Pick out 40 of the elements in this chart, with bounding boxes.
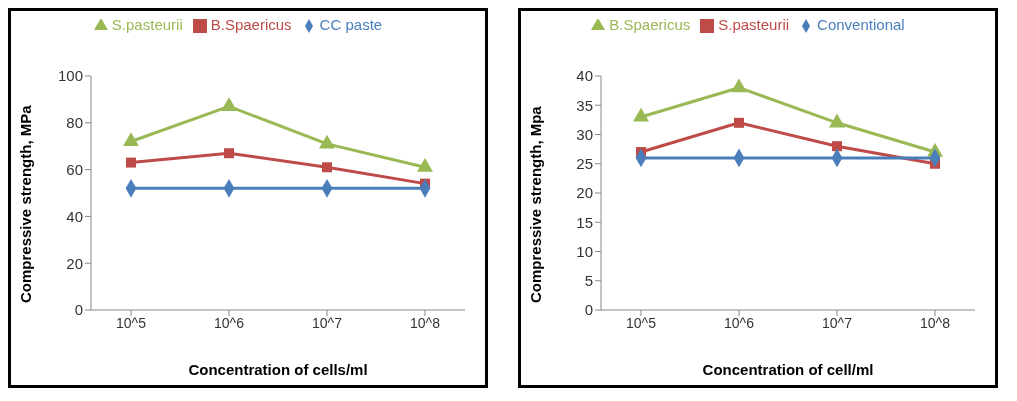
x-axis-title: Concentration of cells/ml bbox=[188, 361, 368, 378]
x-tick-label: 10^7 bbox=[312, 314, 343, 331]
y-tick-label: 15 bbox=[576, 213, 593, 231]
y-tick-label: 100 bbox=[57, 67, 83, 85]
y-tick-label: 10 bbox=[576, 242, 593, 260]
y-axis-title: Compressive strength, Mpa bbox=[527, 105, 545, 303]
legend-label: S.pasteurii bbox=[111, 16, 183, 33]
x-tick-label: 10^6 bbox=[724, 314, 755, 331]
point bbox=[322, 162, 332, 173]
point bbox=[319, 134, 335, 149]
y-tick-label: 0 bbox=[74, 301, 83, 319]
x-tick-label: 10^7 bbox=[822, 314, 853, 331]
y-tick-label: 80 bbox=[66, 114, 83, 132]
y-tick-label: 5 bbox=[584, 272, 593, 290]
point bbox=[221, 97, 237, 112]
legend-label: B.Spaericus bbox=[210, 16, 292, 33]
y-tick-label: 25 bbox=[576, 155, 593, 173]
x-tick-label: 10^8 bbox=[920, 314, 951, 331]
point bbox=[126, 157, 136, 168]
y-tick-label: 60 bbox=[66, 160, 83, 178]
legend-label: S.pasteurii bbox=[718, 16, 790, 33]
x-tick-label: 10^5 bbox=[116, 314, 147, 331]
legend-label: Conventional bbox=[817, 16, 905, 33]
point bbox=[224, 148, 234, 159]
y-tick-label: 30 bbox=[576, 125, 593, 143]
y-tick-label: 40 bbox=[576, 67, 593, 85]
x-tick-label: 10^5 bbox=[626, 314, 657, 331]
y-tick-label: 20 bbox=[66, 254, 83, 272]
y-tick-label: 40 bbox=[66, 207, 83, 225]
y-tick-label: 0 bbox=[584, 301, 593, 319]
x-axis-title: Concentration of cell/ml bbox=[702, 361, 874, 378]
point bbox=[123, 132, 139, 147]
legend-label: B.Spaericus bbox=[609, 16, 691, 33]
point bbox=[417, 158, 433, 172]
y-tick-label: 20 bbox=[576, 184, 593, 202]
legend-label: CC paste bbox=[319, 16, 383, 33]
x-tick-label: 10^6 bbox=[214, 314, 245, 331]
y-tick-label: 35 bbox=[576, 96, 593, 114]
x-tick-label: 10^8 bbox=[410, 314, 441, 331]
y-axis-title: Compressive strength, MPa bbox=[17, 104, 35, 303]
